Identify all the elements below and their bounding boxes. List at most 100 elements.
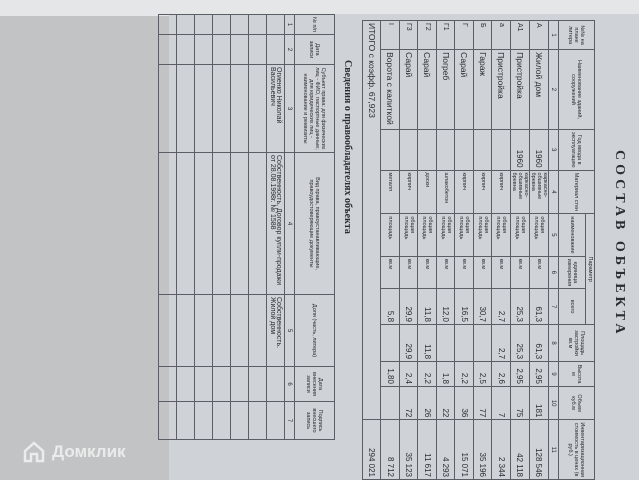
cost-cell: 35 123	[399, 419, 418, 480]
unit-cell: кв.м	[529, 256, 549, 289]
table-row: А Жилой дом 1960 каркасно-обшивные бревна об…	[529, 20, 549, 480]
volume-cell: 181	[529, 386, 549, 420]
name-cell: Сарай	[455, 49, 474, 130]
column-number: 3	[548, 129, 559, 171]
subject-cell	[194, 64, 213, 153]
total-label: ИТОГО с коэфф. 67,923	[362, 20, 381, 420]
param-name-cell: площадь	[381, 213, 400, 257]
subject-cell	[158, 64, 177, 153]
built-area-cell	[473, 324, 492, 362]
number-cell	[230, 14, 249, 35]
owners-header: Доля (часть, литера)	[294, 294, 335, 367]
column-number: 8	[548, 324, 559, 362]
column-number: 7	[548, 288, 559, 325]
house-logo-icon	[23, 441, 45, 463]
built-area-cell	[381, 324, 400, 362]
param-name-cell: общая площадь	[455, 213, 474, 257]
table-row: Г Сарай кирпич общая площадь кв.м 16,5 2,2 36 15…	[455, 20, 474, 480]
total-cell: 25,3	[510, 288, 530, 325]
unit-cell: кв.м	[436, 256, 455, 289]
signature-cell	[212, 401, 231, 440]
column-number: 6	[548, 256, 559, 289]
number-cell	[212, 14, 231, 35]
volume-cell: 72	[399, 386, 418, 420]
number-cell	[194, 14, 213, 35]
name-cell: Ворота с калиткой	[381, 49, 400, 130]
share-cell	[158, 294, 177, 367]
right-document-cell	[212, 152, 231, 295]
height-cell: 2,5	[473, 361, 492, 387]
header-height: Высота м	[558, 361, 595, 387]
height-cell: 1,80	[381, 361, 400, 387]
subject-cell	[248, 64, 267, 153]
signature-cell	[176, 401, 195, 440]
share-cell	[230, 294, 249, 367]
table-row: Б Гараж кирпич общая площадь кв.м 30,7 2,5 77 35…	[473, 20, 492, 480]
litera-cell: а	[492, 20, 511, 50]
height-cell: 1,8	[436, 361, 455, 387]
height-cell: 2,95	[529, 361, 549, 387]
litera-cell: Г1	[436, 20, 455, 50]
owners-header: Подпись внесшего запись	[294, 401, 335, 440]
date-cell	[212, 34, 231, 65]
entry-date-cell	[212, 366, 231, 402]
cost-cell: 128 546	[529, 419, 549, 480]
entry-date-cell	[266, 366, 285, 402]
owners-header: Дата внесения записи	[294, 366, 335, 402]
name-cell: Сарай	[399, 49, 418, 130]
entry-date-cell	[158, 366, 177, 402]
param-name-cell: общая площадь	[436, 213, 455, 257]
total-cell: 61,3	[529, 288, 549, 325]
subject-cell	[176, 64, 195, 153]
empty-row	[230, 14, 249, 440]
column-number: 2	[548, 49, 559, 130]
signature-cell	[158, 401, 177, 440]
unit-cell: кв.м	[418, 256, 437, 289]
unit-cell: кв.м	[455, 256, 474, 289]
date-cell	[158, 34, 177, 65]
empty-row	[158, 14, 177, 440]
cost-cell: 4 293	[436, 419, 455, 480]
param-name-cell: общая площадь	[399, 213, 418, 257]
header-param-total: всего	[558, 288, 586, 325]
volume-cell	[381, 386, 400, 420]
param-name-cell: общая площадь	[529, 213, 549, 257]
name-cell: Жилой дом	[529, 49, 549, 130]
built-area-cell: 11,8	[418, 324, 437, 362]
share-cell	[176, 294, 195, 367]
year-cell	[473, 129, 492, 171]
entry-date-cell	[176, 366, 195, 402]
entry-date-cell	[248, 366, 267, 402]
table-row: а Пристройка кирпич общая площадь кв.м 2,7 2,7…	[492, 20, 511, 480]
total-cell: 5,8	[381, 288, 400, 325]
column-number: 2	[284, 34, 295, 65]
unit-cell: кв.м	[510, 256, 530, 289]
total-cell: 30,7	[473, 288, 492, 325]
litera-cell: Г	[455, 20, 474, 50]
share-cell: Собственность. Жилой дом	[266, 294, 285, 367]
volume-cell: 77	[473, 386, 492, 420]
built-area-cell: 25,3	[510, 324, 530, 362]
built-area-cell: 61,3	[529, 324, 549, 362]
column-number: 3	[284, 64, 295, 153]
column-number: 9	[548, 361, 559, 387]
share-cell	[212, 294, 231, 367]
name-cell: Гараж	[473, 49, 492, 130]
litera-cell: I	[381, 20, 400, 50]
param-name-cell: общая площадь	[473, 213, 492, 257]
param-name-cell: общая площадь	[418, 213, 437, 257]
param-name-cell: общая площадь	[492, 213, 511, 257]
name-cell: Пристройка	[492, 49, 511, 130]
header-built-area: Площадь застройки кв.м	[558, 324, 595, 362]
header-name: Наименование зданий, сооружений	[558, 49, 595, 130]
height-cell: 2,6	[492, 361, 511, 387]
total-cell: 16,5	[455, 288, 474, 325]
domclick-watermark: Домклик	[22, 440, 126, 464]
date-cell	[266, 34, 285, 65]
share-cell	[248, 294, 267, 367]
material-cell: металл	[381, 170, 400, 214]
column-number: 1	[548, 20, 559, 50]
cost-cell: 8 712	[381, 419, 400, 480]
header-param-unit: единица измерения	[558, 256, 586, 289]
